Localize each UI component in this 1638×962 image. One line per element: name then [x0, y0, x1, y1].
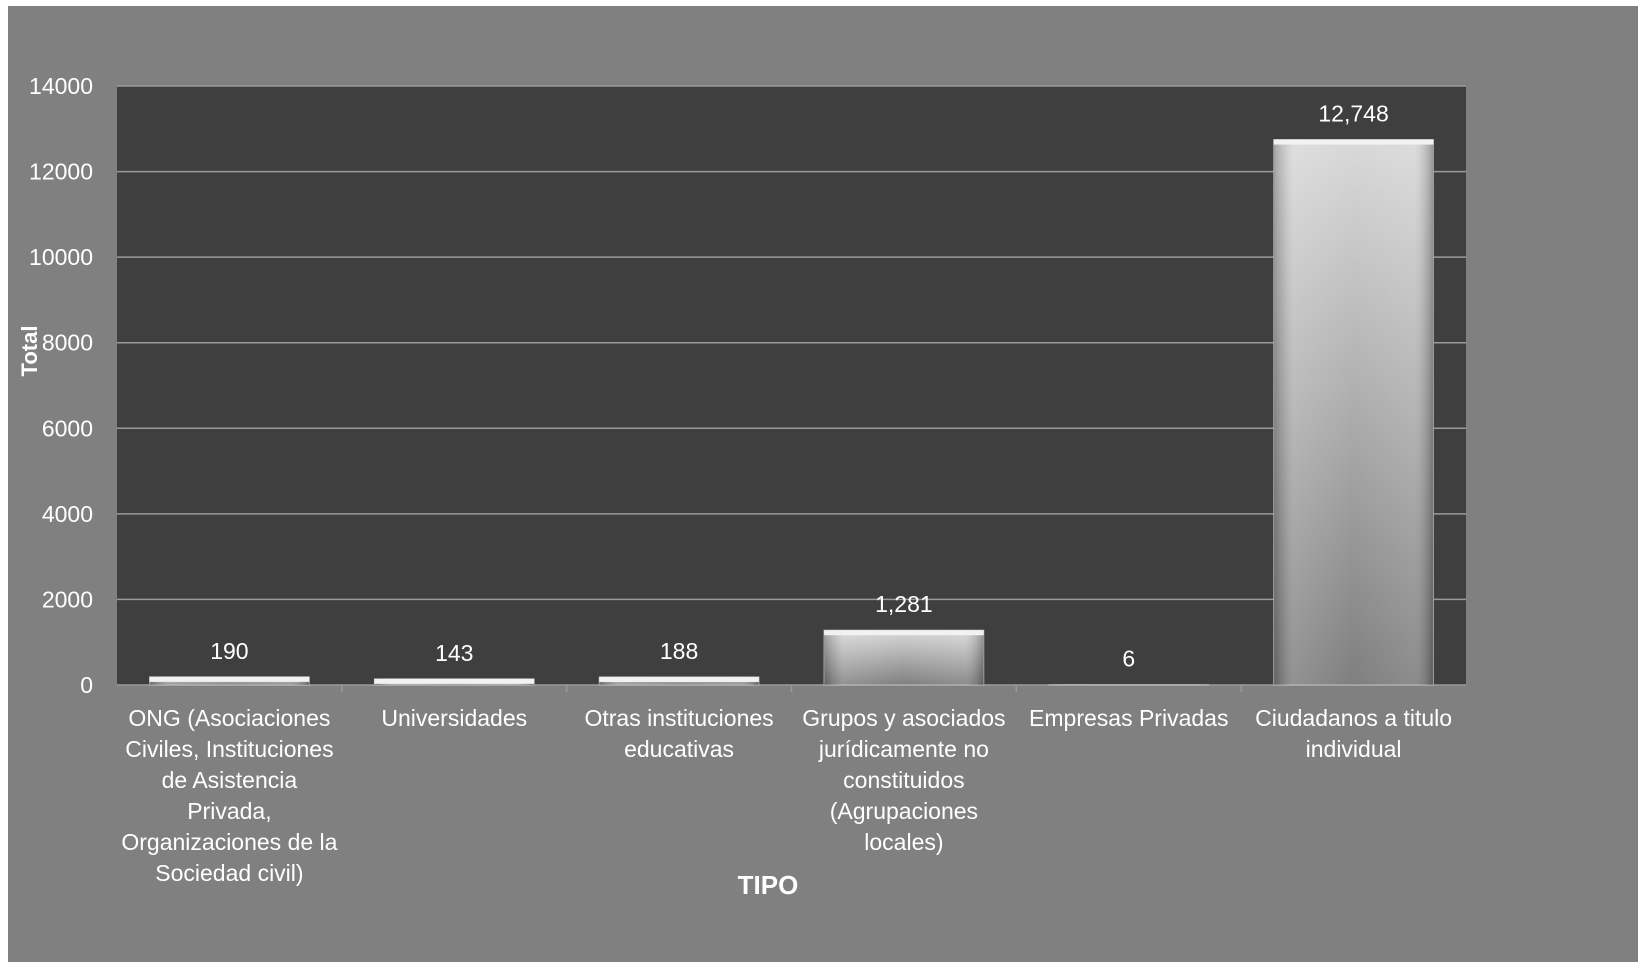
- y-tick-label: 12000: [29, 159, 93, 185]
- data-label: 190: [210, 638, 248, 664]
- data-labels: 190 143 188 1,281 6 12,748: [210, 101, 1389, 672]
- x-tick-label: Grupos y asociados jurídicamente no consti…: [802, 705, 1005, 855]
- x-tick-label: Ciudadanos a titulo individual: [1255, 705, 1452, 762]
- bar-sheen: [824, 630, 984, 685]
- data-label: 12,748: [1318, 101, 1388, 127]
- bar: [823, 629, 985, 686]
- bar-bevel: [824, 630, 984, 636]
- x-axis-ticks: ONG (Asociaciones Civiles, Instituciones d…: [121, 685, 1452, 886]
- x-tick-label: Empresas Privadas: [1029, 705, 1228, 731]
- chart-frame: 190 143 188 1,281 6 12,748 0 2000 4000 6000 8000 1…: [8, 6, 1638, 962]
- bar: [149, 676, 310, 686]
- bar-bevel: [599, 676, 759, 682]
- x-axis-title: TIPO: [738, 870, 799, 900]
- y-tick-label: 6000: [42, 415, 93, 441]
- bar-bevel: [1273, 139, 1434, 145]
- bar: [1273, 139, 1434, 686]
- data-label: 1,281: [875, 591, 933, 617]
- y-tick-label: 8000: [42, 330, 93, 356]
- data-label: 188: [660, 638, 698, 664]
- x-tick-label: Universidades: [381, 705, 527, 731]
- bar-bevel: [149, 676, 310, 682]
- y-tick-label: 2000: [42, 586, 93, 612]
- bar-sheen: [1273, 139, 1434, 685]
- bar: [598, 676, 760, 686]
- gridlines: [117, 85, 1466, 686]
- bars: [149, 139, 1434, 686]
- y-axis-title: Total: [17, 326, 42, 377]
- data-label: 143: [435, 640, 473, 666]
- bar: [373, 678, 535, 686]
- y-axis-ticks: 0 2000 4000 6000 8000 10000 12000 14000: [29, 73, 93, 698]
- x-tick-label: ONG (Asociaciones Civiles, Instituciones d…: [121, 705, 337, 886]
- bar-chart: 190 143 188 1,281 6 12,748 0 2000 4000 6000 8000 1…: [17, 73, 1466, 900]
- y-tick-label: 14000: [29, 73, 93, 99]
- x-tick-label: Otras instituciones educativas: [584, 705, 773, 762]
- plot-area: [117, 86, 1466, 685]
- y-tick-label: 0: [80, 672, 93, 698]
- y-tick-label: 10000: [29, 244, 93, 270]
- bar-bevel: [374, 678, 535, 684]
- y-tick-label: 4000: [42, 501, 93, 527]
- data-label: 6: [1122, 646, 1135, 672]
